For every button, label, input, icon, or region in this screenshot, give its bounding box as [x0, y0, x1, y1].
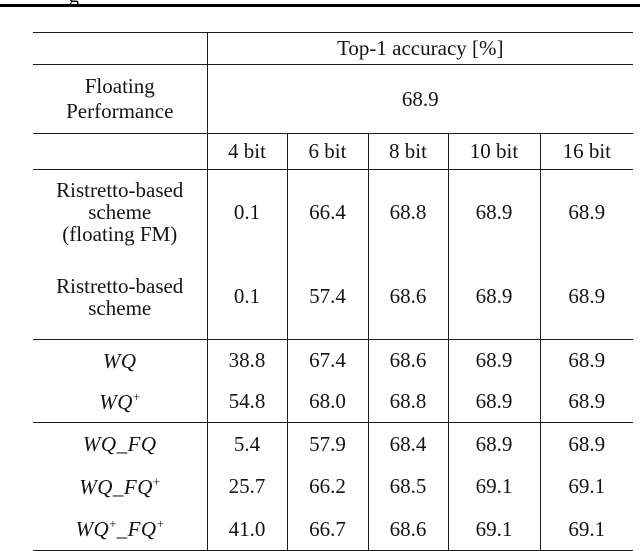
row-label: Ristretto-based scheme (floating FM): [33, 170, 207, 255]
label-line: Performance: [66, 99, 174, 123]
value-cell: 67.4: [286, 339, 368, 381]
math-label: WQ+: [99, 388, 141, 414]
value-cell: 25.7: [206, 465, 287, 508]
row-label: WQ_FQ: [33, 423, 207, 466]
table-row: WQ+ 54.8 68.0 68.8 68.9 68.9: [33, 381, 634, 423]
row-label: WQ_FQ+: [33, 465, 207, 508]
value-cell: 0.1: [206, 169, 287, 254]
value-cell: 38.8: [206, 339, 287, 381]
table-row: WQ_FQ 5.4 57.9 68.4 68.9 68.9: [33, 422, 634, 466]
table-row: Ristretto-based scheme 0.1 57.4 68.6 68.9 68.9: [33, 254, 634, 340]
math-label: WQ_FQ: [82, 432, 157, 456]
value-cell: 41.0: [206, 508, 287, 551]
quantization-accuracy-table: Top-1 accuracy [%] Floating Performance …: [33, 32, 634, 551]
value-cell: 68.9: [447, 254, 540, 340]
cropped-header-text: g: [69, 0, 89, 4]
value-cell: 68.9: [539, 169, 634, 254]
col-header-10bit: 10 bit: [447, 133, 540, 170]
table-row: WQ 38.8 67.4 68.6 68.9 68.9: [33, 339, 634, 382]
row-label: WQ: [33, 340, 207, 382]
label-line: scheme: [88, 200, 152, 224]
value-cell: 68.9: [447, 169, 540, 254]
value-cell: 66.4: [286, 169, 368, 254]
partial-letter: g: [69, 0, 89, 4]
value-cell: 68.6: [367, 254, 448, 340]
value-cell: 69.1: [539, 508, 634, 551]
value-cell: 66.7: [286, 508, 368, 551]
value-cell: 68.9: [539, 381, 634, 423]
value-cell: 57.4: [286, 254, 368, 340]
value-cell: 69.1: [539, 465, 634, 508]
value-cell: 69.1: [447, 465, 540, 508]
col-header-16bit: 16 bit: [539, 133, 634, 170]
label-line: Ristretto-based: [56, 178, 184, 202]
table-row: WQ_FQ+ 25.7 66.2 68.5 69.1 69.1: [33, 465, 634, 508]
floating-performance-label: Floating Performance: [33, 64, 207, 134]
col-header-4bit: 4 bit: [206, 133, 287, 170]
top1-header-row: Top-1 accuracy [%]: [33, 32, 634, 65]
value-cell: 57.9: [286, 422, 368, 465]
row-label: WQ+_FQ+: [33, 508, 207, 551]
label-line: Floating: [84, 74, 155, 98]
empty-bitrow-cell: [33, 133, 207, 170]
value-cell: 68.9: [447, 422, 540, 465]
value-cell: 68.9: [447, 339, 540, 381]
value-cell: 54.8: [206, 381, 287, 423]
row-label: Ristretto-based scheme: [33, 254, 207, 340]
value-cell: 68.9: [447, 381, 540, 423]
value-cell: 68.8: [367, 381, 448, 423]
value-cell: 5.4: [206, 422, 287, 465]
value-cell: 68.6: [367, 339, 448, 381]
value-cell: 66.2: [286, 465, 368, 508]
row-label: WQ+: [33, 381, 207, 423]
col-header-6bit: 6 bit: [286, 133, 368, 170]
value-cell: 68.8: [367, 169, 448, 254]
value-cell: 68.4: [367, 422, 448, 465]
value-cell: 68.9: [539, 254, 634, 340]
math-label: WQ: [102, 348, 137, 373]
value-cell: 68.9: [539, 339, 634, 381]
value-cell: 0.1: [206, 254, 287, 340]
bit-width-header-row: 4 bit 6 bit 8 bit 10 bit 16 bit: [33, 133, 634, 170]
math-label: WQ+_FQ+: [75, 516, 164, 541]
label-line: scheme: [88, 295, 152, 320]
value-cell: 69.1: [447, 508, 540, 551]
label-line: Ristretto-based: [56, 273, 184, 298]
label-line: (floating FM): [62, 222, 178, 246]
value-cell: 68.9: [539, 422, 634, 465]
value-cell: 68.5: [367, 465, 448, 508]
col-header-8bit: 8 bit: [367, 133, 448, 170]
table-row: Ristretto-based scheme (floating FM) 0.1 66.…: [33, 169, 634, 255]
floating-performance-row: Floating Performance 68.9: [33, 64, 634, 134]
top1-accuracy-header: Top-1 accuracy [%]: [206, 32, 634, 65]
value-cell: 68.6: [367, 508, 448, 551]
floating-performance-value: 68.9: [206, 64, 634, 134]
empty-corner-cell: [33, 32, 207, 65]
table-row: WQ+_FQ+ 41.0 66.7 68.6 69.1 69.1: [33, 508, 634, 551]
math-label: WQ_FQ+: [79, 473, 161, 499]
page-header-rule: [0, 4, 640, 7]
table-body: Ristretto-based scheme (floating FM) 0.1 66.…: [33, 169, 634, 551]
value-cell: 68.0: [286, 381, 368, 423]
